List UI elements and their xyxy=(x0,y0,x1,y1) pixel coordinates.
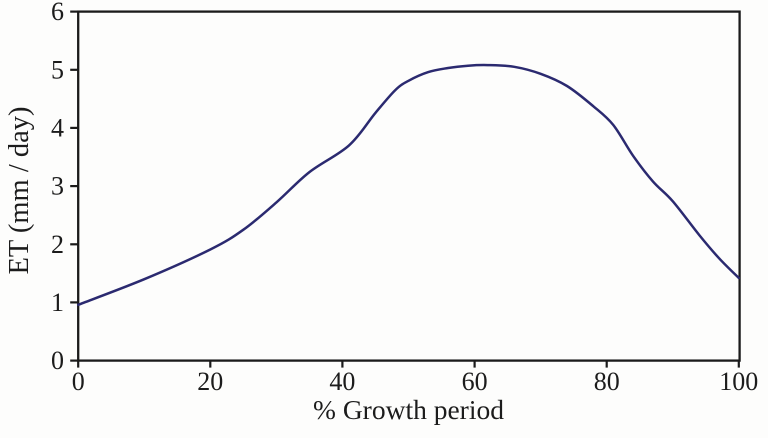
svg-text:40: 40 xyxy=(329,367,355,396)
svg-text:% Growth period: % Growth period xyxy=(313,394,504,425)
svg-text:80: 80 xyxy=(594,367,620,396)
svg-text:3: 3 xyxy=(51,172,64,201)
svg-text:5: 5 xyxy=(51,55,64,84)
svg-text:6: 6 xyxy=(51,0,64,26)
svg-text:4: 4 xyxy=(51,114,64,143)
svg-text:60: 60 xyxy=(462,367,488,396)
svg-text:2: 2 xyxy=(51,230,64,259)
svg-text:1: 1 xyxy=(51,288,64,317)
svg-text:0: 0 xyxy=(72,367,85,396)
svg-text:20: 20 xyxy=(197,367,223,396)
svg-text:0: 0 xyxy=(51,346,64,375)
svg-text:100: 100 xyxy=(719,367,758,396)
svg-text:ET (mm / day): ET (mm / day) xyxy=(4,106,35,274)
